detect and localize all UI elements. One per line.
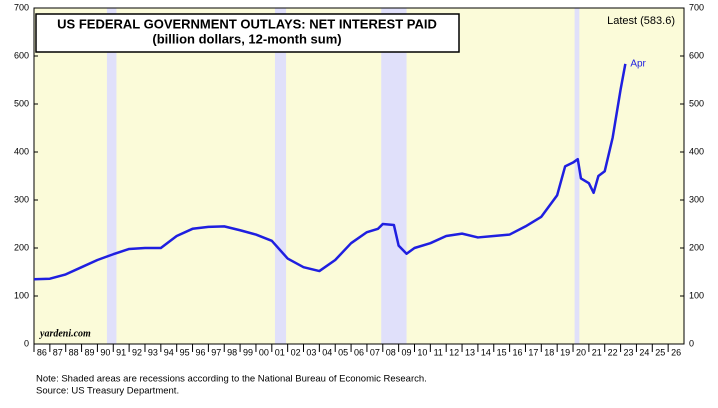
y2-tick-label: 500 <box>689 98 704 108</box>
x-tick-label: 21 <box>592 347 602 357</box>
x-tick-label: 06 <box>354 347 364 357</box>
x-tick-label: 00 <box>259 347 269 357</box>
x-tick-label: 94 <box>164 347 174 357</box>
x-tick-label: 12 <box>449 347 459 357</box>
x-tick-label: 25 <box>655 347 665 357</box>
recession-band <box>106 8 117 344</box>
x-tick-label: 02 <box>291 347 301 357</box>
y-tick-label: 100 <box>14 290 29 300</box>
brand: yardeni.com <box>39 328 91 339</box>
source: Source: US Treasury Department. <box>36 386 179 397</box>
y2-tick-label: 100 <box>689 290 704 300</box>
series-line <box>33 63 627 281</box>
y2-tick-label: 400 <box>689 146 704 156</box>
x-tick-label: 95 <box>180 347 190 357</box>
plot-background <box>33 7 685 345</box>
x-tick-label: 97 <box>211 347 221 357</box>
x-tick-label: 19 <box>560 347 570 357</box>
x-tick-label: 86 <box>37 347 47 357</box>
x-tick-label: 20 <box>576 347 586 357</box>
recession-band <box>381 8 407 344</box>
x-tick-label: 18 <box>544 347 554 357</box>
title-box <box>35 13 460 53</box>
x-tick-label: 98 <box>227 347 237 357</box>
recession-band <box>274 8 287 344</box>
y-tick-label: 500 <box>14 98 29 108</box>
x-tick-label: 04 <box>322 347 332 357</box>
x-tick-label: 93 <box>148 347 158 357</box>
y-tick-label: 300 <box>14 194 29 204</box>
x-tick-label: 03 <box>306 347 316 357</box>
y-tick-label: 200 <box>14 242 29 252</box>
x-tick-label: 05 <box>338 347 348 357</box>
end-label: Apr <box>630 59 646 70</box>
x-tick-label: 89 <box>84 347 94 357</box>
y-tick-label: 400 <box>14 146 29 156</box>
x-tick-label: 92 <box>132 347 142 357</box>
x-tick-label: 88 <box>69 347 79 357</box>
x-tick-label: 07 <box>370 347 380 357</box>
x-tick-label: 08 <box>386 347 396 357</box>
y2-tick-label: 300 <box>689 194 704 204</box>
recession-band <box>574 8 580 344</box>
x-tick-label: 01 <box>275 347 285 357</box>
x-tick-label: 96 <box>195 347 205 357</box>
chart-title: US FEDERAL GOVERNMENT OUTLAYS: NET INTER… <box>57 16 437 31</box>
chart-subtitle: (billion dollars, 12-month sum) <box>152 31 341 46</box>
y-tick-label: 600 <box>14 50 29 60</box>
y-tick-label: 700 <box>14 2 29 12</box>
x-tick-label: 15 <box>497 347 507 357</box>
x-tick-label: 23 <box>624 347 634 357</box>
x-tick-label: 16 <box>513 347 523 357</box>
x-tick-label: 90 <box>100 347 110 357</box>
x-tick-label: 17 <box>528 347 538 357</box>
y2-tick-label: 600 <box>689 50 704 60</box>
x-tick-label: 14 <box>481 347 491 357</box>
x-tick-label: 91 <box>116 347 126 357</box>
x-tick-label: 09 <box>402 347 412 357</box>
x-tick-label: 10 <box>417 347 427 357</box>
x-tick-label: 87 <box>53 347 63 357</box>
y-tick-label: 0 <box>24 338 29 348</box>
latest-label: Latest (583.6) <box>607 15 675 27</box>
x-tick-label: 24 <box>639 347 649 357</box>
y2-tick-label: 200 <box>689 242 704 252</box>
y2-tick-label: 0 <box>689 338 694 348</box>
x-tick-label: 13 <box>465 347 475 357</box>
x-tick-label: 22 <box>608 347 618 357</box>
note: Note: Shaded areas are recessions accord… <box>36 374 427 385</box>
x-tick-label: 99 <box>243 347 253 357</box>
x-tick-label: 11 <box>434 347 443 357</box>
y2-tick-label: 700 <box>689 2 704 12</box>
x-tick-label: 26 <box>671 347 681 357</box>
